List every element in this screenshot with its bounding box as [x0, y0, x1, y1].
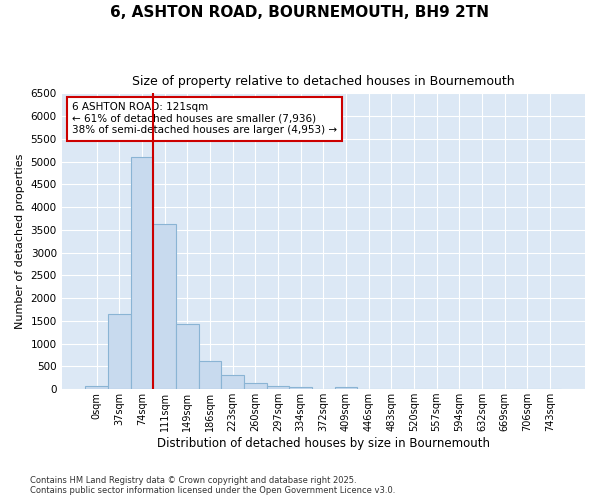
Bar	[221, 375, 244, 389]
Text: 6, ASHTON ROAD, BOURNEMOUTH, BH9 2TN: 6, ASHTON ROAD, BOURNEMOUTH, BH9 2TN	[110, 5, 490, 20]
Bar	[266, 386, 289, 389]
Title: Size of property relative to detached houses in Bournemouth: Size of property relative to detached ho…	[132, 75, 515, 88]
Y-axis label: Number of detached properties: Number of detached properties	[15, 154, 25, 329]
Bar	[154, 224, 176, 389]
Bar	[131, 157, 154, 389]
Bar	[289, 388, 312, 389]
Bar	[335, 388, 358, 389]
Bar	[199, 361, 221, 389]
Text: Contains HM Land Registry data © Crown copyright and database right 2025.
Contai: Contains HM Land Registry data © Crown c…	[30, 476, 395, 495]
Bar	[85, 386, 108, 389]
Text: 6 ASHTON ROAD: 121sqm
← 61% of detached houses are smaller (7,936)
38% of semi-d: 6 ASHTON ROAD: 121sqm ← 61% of detached …	[72, 102, 337, 136]
X-axis label: Distribution of detached houses by size in Bournemouth: Distribution of detached houses by size …	[157, 437, 490, 450]
Bar	[108, 314, 131, 389]
Bar	[176, 324, 199, 389]
Bar	[244, 383, 266, 389]
